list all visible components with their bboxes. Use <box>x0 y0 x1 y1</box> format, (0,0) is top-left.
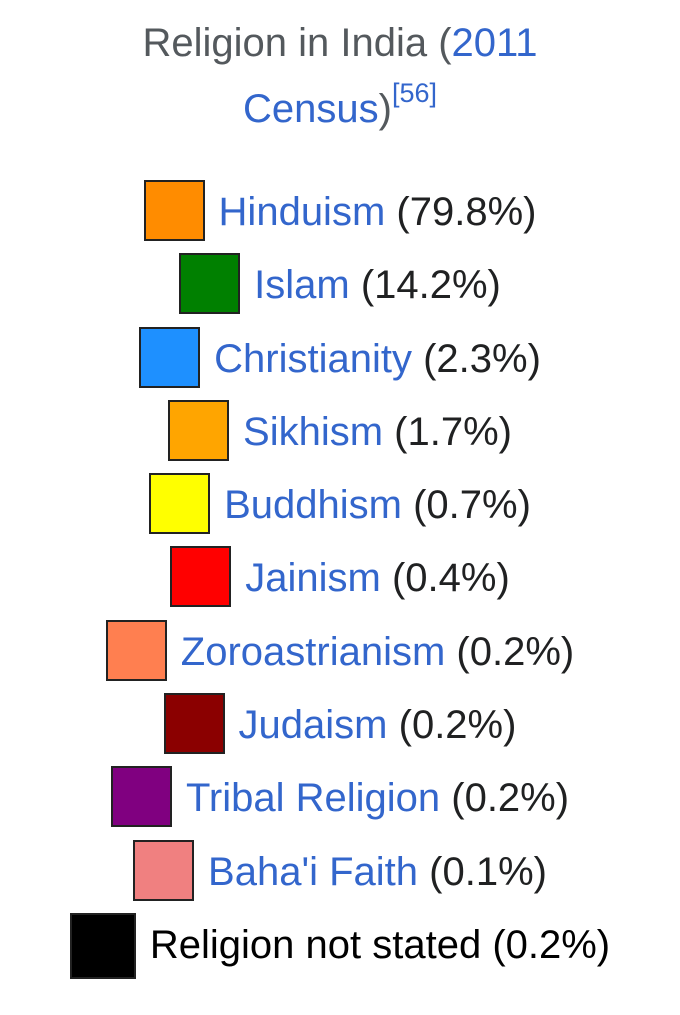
legend-item: Islam (14.2%) <box>0 253 680 326</box>
legend-entry: Sikhism (1.7%) <box>243 400 512 464</box>
legend-item: Tribal Religion (0.2%) <box>0 766 680 839</box>
legend-item: Sikhism (1.7%) <box>0 399 680 473</box>
legend-swatch <box>163 693 225 755</box>
legend-value: (0.2%) <box>456 629 575 674</box>
legend-entry: Religion not stated (0.2%) <box>150 913 610 977</box>
legend-swatch <box>170 546 232 608</box>
legend-value: (0.1%) <box>429 849 547 894</box>
legend-label-link[interactable]: Sikhism <box>243 409 384 454</box>
legend-entry: Buddhism (0.7%) <box>224 473 531 537</box>
year-link[interactable]: 2011 <box>451 21 538 65</box>
legend-value: (0.7%) <box>413 483 531 528</box>
legend-value: (0.2%) <box>451 776 570 821</box>
legend-swatch <box>149 473 211 535</box>
legend-entry: Zoroastrianism (0.2%) <box>181 620 574 684</box>
reference-link[interactable]: [56] <box>391 77 437 108</box>
legend-item: Christianity (2.3%) <box>0 326 680 400</box>
legend-swatch <box>110 766 172 828</box>
title-prefix: Religion in India ( <box>142 21 452 65</box>
legend-label: Religion not stated <box>149 922 482 967</box>
legend-value: (0.2%) <box>398 703 517 748</box>
legend-value: (79.8%) <box>396 190 537 234</box>
legend-entry: Jainism (0.4%) <box>245 546 510 610</box>
legend-value: (2.3%) <box>423 336 541 381</box>
legend-item: Judaism (0.2%) <box>0 693 680 766</box>
legend-swatch <box>105 619 167 681</box>
legend-label-link[interactable]: Baha'i Faith <box>208 849 419 894</box>
legend-label-link[interactable]: Judaism <box>238 703 388 748</box>
legend-label-link[interactable]: Zoroastrianism <box>180 629 446 674</box>
legend-label-link[interactable]: Hinduism <box>218 190 386 234</box>
legend-entry: Hinduism (79.8%) <box>219 180 537 244</box>
legend-entry: Islam (14.2%) <box>254 253 501 317</box>
legend-value: (1.7%) <box>394 409 512 454</box>
legend-item: Buddhism (0.7%) <box>0 473 680 546</box>
census-link[interactable]: Census <box>243 87 379 131</box>
legend: Hinduism (79.8%) Islam (14.2%) Christianit… <box>0 180 680 986</box>
legend-swatch <box>179 253 241 315</box>
legend-item: Zoroastrianism (0.2%) <box>0 619 680 693</box>
legend-swatch <box>133 839 195 901</box>
legend-entry: Christianity (2.3%) <box>214 327 541 391</box>
legend-swatch <box>69 912 136 979</box>
legend-label-link[interactable]: Buddhism <box>224 483 402 528</box>
legend-value: (0.4%) <box>391 556 510 601</box>
title-suffix: ) <box>378 87 392 131</box>
legend-swatch <box>168 399 230 461</box>
chart-title: Religion in India (2011 Census)[56] <box>0 10 680 142</box>
legend-swatch <box>139 326 201 388</box>
legend-item: Religion not stated (0.2%) <box>0 912 680 986</box>
legend-value: (14.2%) <box>360 263 501 308</box>
legend-entry: Tribal Religion (0.2%) <box>186 766 569 830</box>
legend-value: (0.2%) <box>492 922 611 967</box>
legend-entry: Judaism (0.2%) <box>239 693 517 757</box>
legend-entry: Baha'i Faith (0.1%) <box>208 840 547 904</box>
legend-item: Baha'i Faith (0.1%) <box>0 839 680 913</box>
legend-label-link[interactable]: Christianity <box>214 336 412 381</box>
legend-label-link[interactable]: Jainism <box>245 556 381 601</box>
legend-item: Hinduism (79.8%) <box>0 180 680 253</box>
legend-swatch <box>143 180 205 241</box>
legend-item: Jainism (0.4%) <box>0 546 680 619</box>
legend-label-link[interactable]: Tribal Religion <box>185 776 441 821</box>
legend-label-link[interactable]: Islam <box>254 263 350 308</box>
